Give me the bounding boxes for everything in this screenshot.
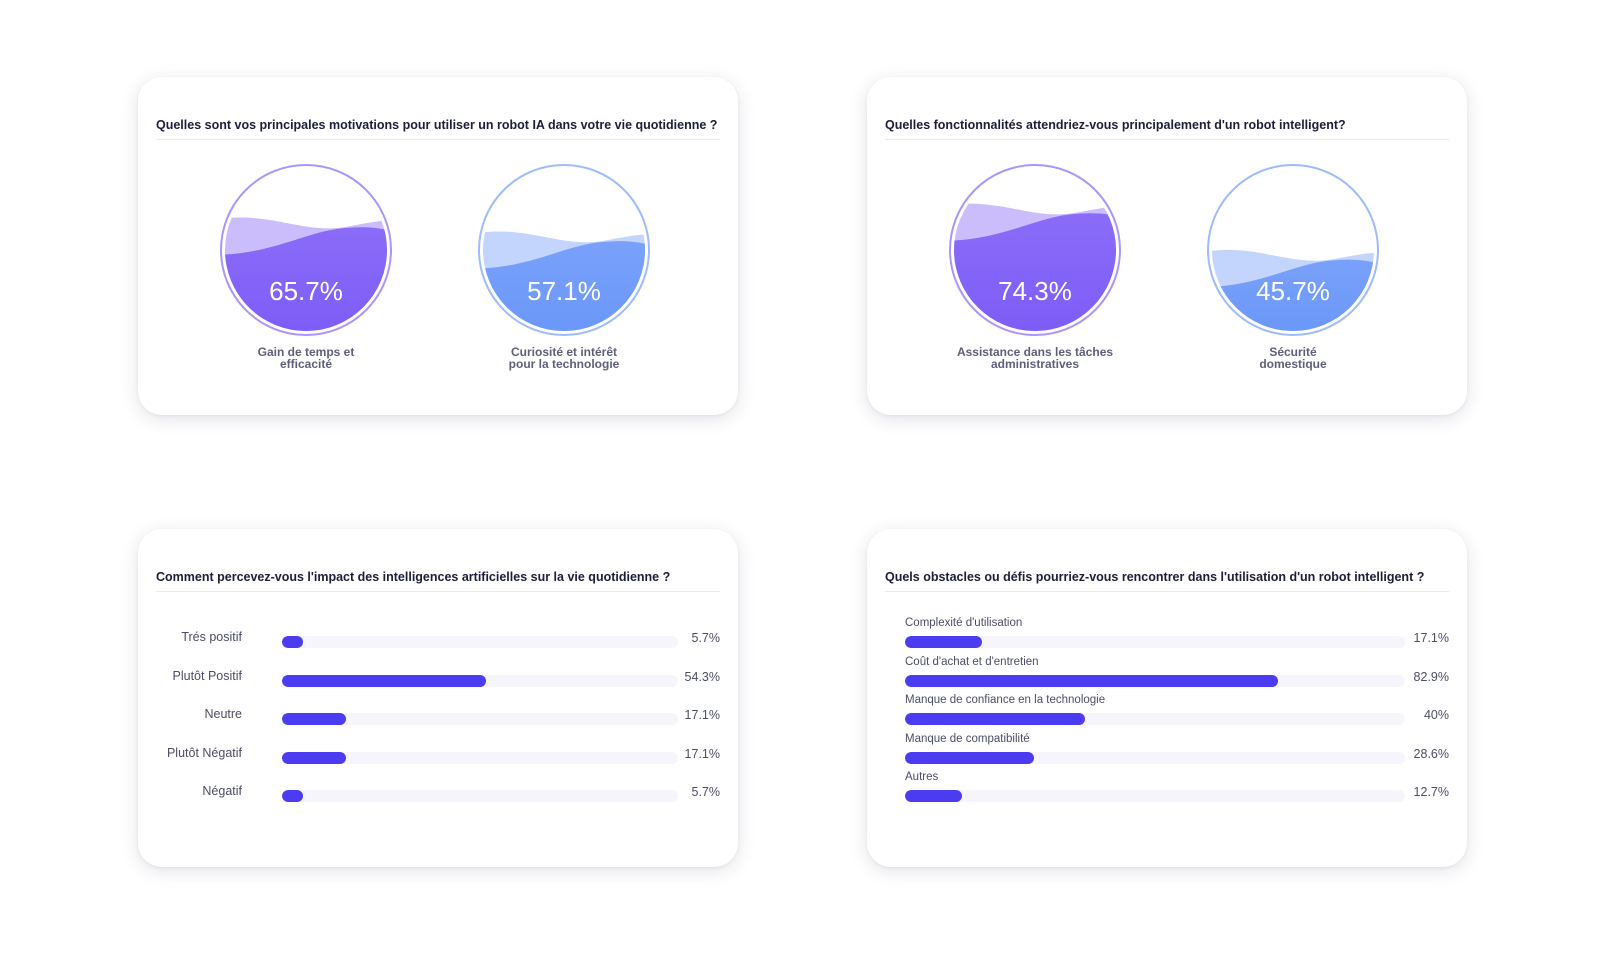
gauge-row: 74.3% Assistance dans les tâches administr… [885, 140, 1449, 380]
obstacles-card: Quels obstacles ou défis pourriez-vous r… [867, 529, 1467, 867]
bar-label: Négatif [202, 784, 242, 798]
bar-fill [905, 751, 1034, 764]
gauge: 74.3% Assistance dans les tâches administr… [935, 164, 1135, 370]
bar-fill [282, 751, 347, 764]
bar-value: 82.9% [1413, 669, 1449, 684]
gauge: 57.1% Curiosité et intérêt pour la technol… [464, 164, 664, 370]
bar-track [905, 636, 1405, 648]
gauge-label-line: Gain de temps et [257, 345, 355, 359]
bar-fill [905, 636, 982, 648]
bar-fill [282, 674, 487, 687]
bar-row: Négatif 5.7% [156, 784, 720, 829]
bar-label: Plutôt Négatif [166, 745, 242, 760]
card-title: Comment percevez-vous l'impact des intel… [156, 570, 720, 592]
bar-label: Plutôt Positif [172, 668, 242, 683]
bar-row: Complexité d'utilisation 17.1% [885, 617, 1449, 675]
bar-fill [905, 713, 1085, 725]
bar-value: 17.1% [1413, 631, 1449, 645]
gauge-label-line: efficacité [279, 357, 333, 371]
gauge-wave-front [483, 241, 645, 331]
card-title: Quels obstacles ou défis pourriez-vous r… [885, 570, 1449, 592]
gauge-label: Assistance dans les tâches administrative… [935, 346, 1135, 370]
card-title: Quelles fonctionnalités attendriez-vous … [885, 118, 1449, 140]
gauge-label-line: Curiosité et intérêt [510, 345, 618, 359]
bar-value: 28.6% [1413, 746, 1449, 761]
bar-row: Neutre 17.1% [156, 707, 720, 752]
gauge-label-line: Sécurité [1269, 345, 1317, 359]
bar-label: Neutre [204, 707, 242, 721]
bar-value: 5.7% [691, 785, 721, 799]
bar-value: 12.7% [1413, 785, 1449, 799]
bar-track [905, 674, 1405, 687]
gauge-label-line: Assistance dans les tâches [956, 345, 1114, 359]
bar-label: Manque de compatibilité [905, 732, 1030, 745]
bar-value: 54.3% [684, 669, 720, 684]
gauge-svg: 65.7% [220, 164, 392, 336]
gauge-value: 65.7% [269, 276, 343, 306]
bar-fill [905, 674, 1279, 687]
bar-fill [282, 636, 304, 648]
gauge-label-line: domestique [1259, 357, 1327, 371]
gauge-svg: 57.1% [478, 164, 650, 336]
bar-value: 5.7% [691, 631, 721, 645]
bar-row: Manque de confiance en la technologie 40% [885, 694, 1449, 752]
bar-track [282, 674, 678, 687]
gauge-wave-front [954, 213, 1116, 331]
bar-chart: Complexité d'utilisation 17.1% Coût d'acha… [885, 617, 1449, 829]
bar-track [282, 751, 678, 764]
bar-fill [905, 790, 963, 802]
bar-row: Autres 12.7% [885, 771, 1449, 829]
bar-row: Trés positif 5.7% [156, 630, 720, 675]
gauge-svg: 45.7% [1207, 164, 1379, 336]
bar-label: Autres [905, 771, 939, 783]
bar-track [282, 636, 678, 648]
bar-track [905, 713, 1405, 725]
bar-track [282, 790, 678, 802]
gauge-svg: 74.3% [949, 164, 1121, 336]
gauge-label: Gain de temps et efficacité [206, 346, 406, 370]
bar-row: Manque de compatibilité 28.6% [885, 733, 1449, 791]
bar-chart: Trés positif 5.7% Plutôt Positif 54.3% Neutr… [156, 630, 720, 829]
bar-label: Trés positif [181, 630, 242, 644]
bar-track [282, 713, 678, 725]
gauge-row: 65.7% Gain de temps et efficacité 57.1% Curi… [156, 140, 720, 380]
gauge-value: 45.7% [1256, 276, 1330, 306]
bar-label: Manque de confiance en la technologie [905, 694, 1106, 706]
gauge: 65.7% Gain de temps et efficacité [206, 164, 406, 370]
gauge-value: 57.1% [527, 276, 601, 306]
bar-label: Complexité d'utilisation [905, 617, 1023, 629]
gauge-label-line: pour la technologie [508, 357, 620, 371]
bar-track [905, 751, 1405, 764]
gauge-wave-front [1212, 259, 1374, 331]
gauge: 45.7% Sécurité domestique [1193, 164, 1393, 370]
bar-value: 40% [1423, 708, 1449, 722]
bar-row: Coût d'achat et d'entretien 82.9% [885, 656, 1449, 714]
gauge-label: Sécurité domestique [1193, 346, 1393, 370]
bar-row: Plutôt Négatif 17.1% [156, 746, 720, 791]
bar-value: 17.1% [684, 708, 720, 722]
motivations-card: Quelles sont vos principales motivations… [138, 77, 738, 415]
features-card: Quelles fonctionnalités attendriez-vous … [867, 77, 1467, 415]
bar-value: 17.1% [684, 746, 720, 761]
gauge-label: Curiosité et intérêt pour la technologie [464, 346, 664, 370]
bar-fill [282, 790, 304, 802]
bar-label: Coût d'achat et d'entretien [905, 655, 1039, 668]
impact-card: Comment percevez-vous l'impact des intel… [138, 529, 738, 867]
gauge-wave-front [225, 227, 387, 331]
card-title: Quelles sont vos principales motivations… [156, 118, 720, 140]
bar-track [905, 790, 1405, 802]
gauge-label-line: administratives [990, 357, 1080, 371]
gauge-value: 74.3% [998, 276, 1072, 306]
bar-fill [282, 713, 347, 725]
bar-row: Plutôt Positif 54.3% [156, 669, 720, 714]
